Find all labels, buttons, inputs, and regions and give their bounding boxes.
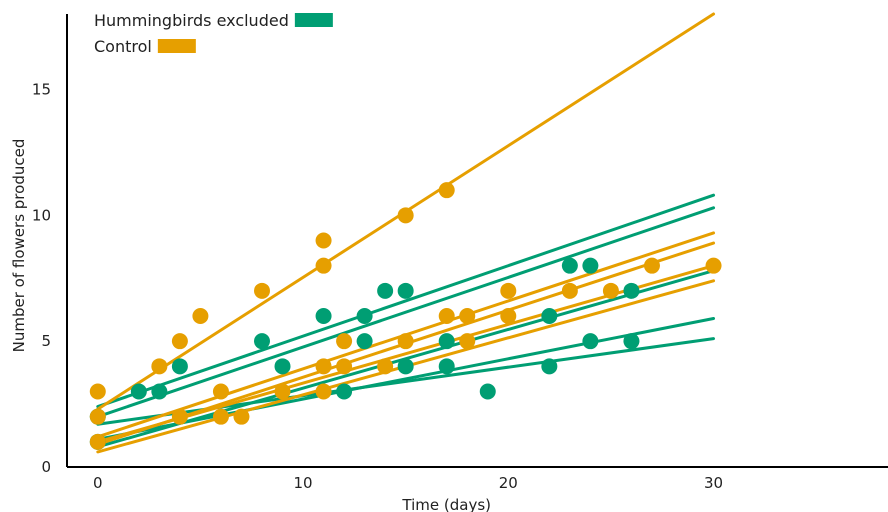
- data-point: [561, 257, 578, 274]
- data-point: [397, 358, 414, 375]
- data-point: [336, 333, 353, 350]
- data-point: [151, 383, 168, 400]
- legend: Hummingbirds excluded Control: [94, 11, 333, 56]
- data-point: [377, 282, 394, 299]
- data-point: [336, 383, 353, 400]
- data-point: [479, 383, 496, 400]
- fit-line: [96, 193, 716, 409]
- data-point: [89, 383, 106, 400]
- data-point: [274, 383, 291, 400]
- legend-label: Hummingbirds excluded: [94, 11, 289, 30]
- data-point: [582, 333, 599, 350]
- data-point: [438, 333, 455, 350]
- fit-line: [96, 317, 716, 441]
- data-point: [151, 358, 168, 375]
- y-tick-label: 0: [41, 458, 51, 476]
- x-tick-label: 30: [704, 474, 723, 492]
- data-point: [541, 358, 558, 375]
- data-point: [582, 257, 599, 274]
- y-tick-label: 15: [32, 81, 51, 99]
- data-point: [561, 282, 578, 299]
- data-point: [397, 333, 414, 350]
- data-point: [315, 383, 332, 400]
- fit-lines: [96, 12, 716, 454]
- data-point: [315, 232, 332, 249]
- data-point: [541, 308, 558, 324]
- legend-swatch: [157, 39, 196, 53]
- data-point: [500, 282, 517, 299]
- data-points: [89, 182, 722, 450]
- data-point: [315, 257, 332, 274]
- data-point: [623, 333, 640, 350]
- data-point: [315, 308, 332, 324]
- x-tick-labels: 0 10 20 30: [93, 474, 723, 492]
- data-point: [705, 257, 722, 274]
- data-point: [356, 308, 373, 324]
- legend-label: Control: [94, 37, 152, 56]
- x-axis-title: Time (days): [401, 496, 491, 512]
- fit-line: [96, 206, 716, 419]
- data-point: [459, 333, 476, 350]
- y-axis-title: Number of flowers produced: [10, 139, 28, 353]
- legend-swatch: [294, 13, 333, 27]
- data-point: [438, 358, 455, 375]
- data-point: [253, 333, 270, 350]
- data-point: [459, 308, 476, 324]
- data-point: [171, 333, 188, 350]
- data-point: [274, 358, 291, 375]
- data-point: [438, 308, 455, 324]
- data-point: [438, 182, 455, 199]
- data-point: [212, 408, 229, 425]
- data-point: [130, 383, 147, 400]
- x-tick-label: 10: [293, 474, 312, 492]
- y-tick-label: 5: [41, 332, 51, 350]
- data-point: [192, 308, 209, 324]
- data-point: [315, 358, 332, 375]
- data-point: [89, 433, 106, 450]
- data-point: [253, 282, 270, 299]
- data-point: [397, 207, 414, 224]
- data-point: [356, 333, 373, 350]
- x-tick-label: 20: [499, 474, 518, 492]
- data-point: [623, 282, 640, 299]
- data-point: [233, 408, 250, 425]
- y-tick-label: 10: [32, 206, 51, 224]
- data-point: [171, 358, 188, 375]
- data-point: [171, 408, 188, 425]
- y-tick-labels: 0 5 10 15: [32, 81, 51, 477]
- x-tick-label: 0: [93, 474, 103, 492]
- data-point: [500, 308, 517, 324]
- data-point: [212, 383, 229, 400]
- data-point: [397, 282, 414, 299]
- data-point: [643, 257, 660, 274]
- data-point: [602, 282, 619, 299]
- data-point: [89, 408, 106, 425]
- data-point: [377, 358, 394, 375]
- data-point: [336, 358, 353, 375]
